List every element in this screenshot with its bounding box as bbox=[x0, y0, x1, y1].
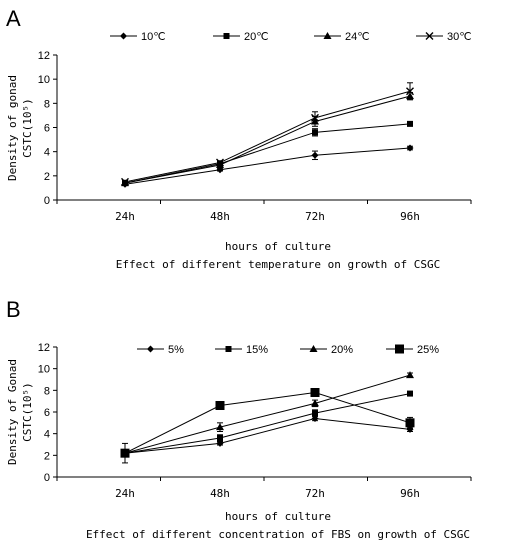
chart-a-series-2-line bbox=[124, 95, 411, 184]
chart-a-series-0-line bbox=[124, 147, 411, 185]
chart-a-series-3-point bbox=[311, 113, 319, 122]
chart-b-xlabel: hours of culture bbox=[225, 510, 331, 523]
chart-b-y-tick-label: 8 bbox=[44, 385, 50, 397]
chart-a-ylabel-line1: Density of gonad bbox=[6, 75, 19, 181]
chart-b-x-tick-label: 96h bbox=[400, 487, 420, 500]
chart-b-series-2-point bbox=[216, 423, 224, 431]
chart-b-ylabel-line2: CSTC(10⁵) bbox=[21, 382, 34, 442]
chart-b-series-3-point bbox=[215, 401, 225, 410]
chart-b-legend-2-marker bbox=[309, 345, 318, 352]
chart-a-x-tick-label: 72h bbox=[305, 210, 325, 223]
chart-a-y-tick-label: 4 bbox=[44, 147, 50, 159]
chart-a-y-tick-label: 10 bbox=[38, 74, 50, 86]
chart-b-y-tick-label: 0 bbox=[44, 472, 50, 484]
chart-a-legend-1-marker bbox=[223, 33, 230, 39]
chart-b-series-0-point bbox=[406, 425, 414, 433]
chart-a-y-tick-label: 12 bbox=[38, 50, 50, 62]
chart-a-series-1-point bbox=[407, 120, 413, 127]
chart-b-series-3-point bbox=[310, 388, 320, 397]
chart-a-series-1-line bbox=[124, 123, 411, 184]
chart-a-legend-2-marker bbox=[323, 32, 332, 39]
chart-a-x-tick-label: 48h bbox=[210, 210, 230, 223]
chart-b-y-tick-label: 12 bbox=[38, 342, 50, 354]
chart-b-series-3-line bbox=[124, 391, 411, 454]
chart-a-y-tick-label: 8 bbox=[44, 98, 50, 110]
chart-a-series-0-point bbox=[311, 151, 319, 159]
chart-a-legend-0-marker bbox=[120, 32, 127, 40]
chart-b-legend-1-marker bbox=[225, 346, 232, 352]
chart-a-caption: Effect of different temperature on growt… bbox=[116, 258, 441, 271]
chart-b-x-tick-label: 72h bbox=[305, 487, 325, 500]
chart-b-series-2-point bbox=[311, 399, 319, 407]
chart-b-caption: Effect of different concentration of FBS… bbox=[86, 528, 470, 541]
chart-b-series-1-line bbox=[124, 393, 411, 454]
chart-b-series-1-point bbox=[312, 410, 318, 417]
chart-b-series-0-line bbox=[124, 417, 411, 454]
chart-a-series-3-line bbox=[124, 90, 411, 183]
chart-b-series-2-line bbox=[124, 374, 411, 454]
chart-b-series-3-point bbox=[405, 418, 415, 428]
chart-a-series-3-point bbox=[121, 177, 129, 186]
chart-b-series-3-point bbox=[120, 448, 130, 458]
chart-a-series-0-point bbox=[216, 166, 224, 174]
chart-b-series-1-point bbox=[217, 435, 223, 441]
chart-b-legend-0-label: 5% bbox=[168, 344, 184, 356]
chart-a-series-3-point bbox=[216, 158, 224, 167]
chart-b-legend-3-label: 25% bbox=[417, 344, 439, 356]
chart-a-legend-1-label: 20℃ bbox=[244, 31, 269, 43]
chart-b-legend-2-label: 20% bbox=[331, 344, 353, 356]
chart-b: 0 2 4 6 8 10 12 24h 48h 72h 96h Density of Gonad CST… bbox=[6, 342, 472, 541]
chart-b-x-tick-label: 24h bbox=[115, 487, 135, 500]
chart-a-y-tick-label: 6 bbox=[44, 123, 50, 135]
chart-a-series-1-point bbox=[312, 129, 318, 136]
chart-b-legend-0-marker bbox=[147, 345, 154, 353]
chart-b-y-tick-label: 6 bbox=[44, 407, 50, 419]
panel-a-letter: A bbox=[6, 6, 21, 31]
chart-a-xlabel: hours of culture bbox=[225, 240, 331, 253]
chart-a-y-tick-label: 0 bbox=[44, 195, 50, 207]
chart-a-series-0-point bbox=[406, 144, 414, 152]
chart-a-x-tick-label: 24h bbox=[115, 210, 135, 223]
chart-a: 0 2 4 6 8 10 12 24h 48h 72h 96h Density of gonad CST… bbox=[6, 31, 472, 271]
chart-a-legend-3-label: 30℃ bbox=[447, 31, 472, 43]
chart-a-y-tick-label: 2 bbox=[44, 171, 50, 183]
chart-b-series-2-point bbox=[406, 371, 414, 379]
chart-a-series-3-point bbox=[406, 87, 414, 96]
chart-a-x-tick-label: 96h bbox=[400, 210, 420, 223]
chart-b-y-tick-label: 10 bbox=[38, 364, 50, 376]
chart-b-legend-3-marker bbox=[395, 344, 404, 354]
chart-a-legend-3-marker bbox=[425, 32, 434, 40]
chart-b-ylabel-line1: Density of Gonad bbox=[6, 359, 19, 465]
chart-b-y-tick-label: 2 bbox=[44, 450, 50, 462]
chart-a-ylabel-line2: CSTC(10⁵) bbox=[21, 98, 34, 158]
chart-a-legend-0-label: 10℃ bbox=[141, 31, 166, 43]
chart-b-y-tick-label: 4 bbox=[44, 429, 50, 441]
panel-b-letter: B bbox=[6, 297, 21, 322]
chart-b-series-1-point bbox=[407, 390, 413, 397]
chart-b-x-tick-label: 48h bbox=[210, 487, 230, 500]
chart-b-legend-1-label: 15% bbox=[246, 344, 268, 356]
chart-a-legend-2-label: 24℃ bbox=[345, 31, 370, 43]
